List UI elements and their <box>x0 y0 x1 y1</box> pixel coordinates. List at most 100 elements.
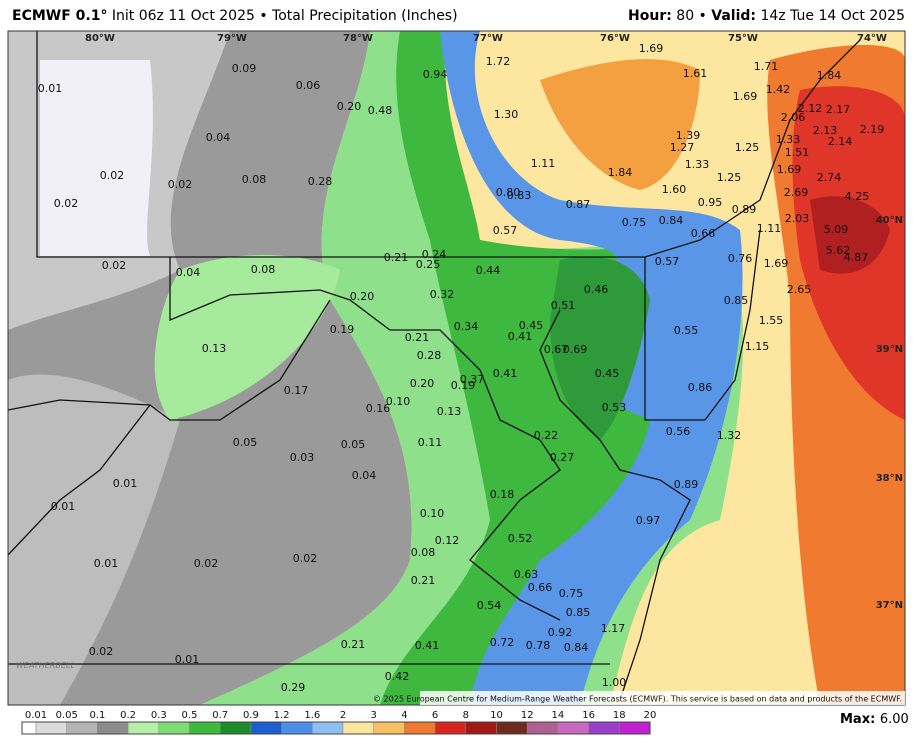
point-label: 2.12 <box>798 102 823 115</box>
colorbar-swatch <box>619 721 651 735</box>
point-label: 0.22 <box>534 429 559 442</box>
point-label: 0.87 <box>566 198 591 211</box>
colorbar-label: 1.6 <box>304 710 320 721</box>
point-label: 0.28 <box>417 349 442 362</box>
colorbar-swatch <box>189 721 221 735</box>
header-right: Hour: 80 • Valid: 14z Tue 14 Oct 2025 <box>628 8 905 24</box>
valid-label: Valid: <box>711 8 756 24</box>
point-label: 1.33 <box>685 158 710 171</box>
point-label: 0.28 <box>308 175 333 188</box>
header-left: ECMWF 0.1° Init 06z 11 Oct 2025 • Total … <box>12 8 458 24</box>
point-label: 0.13 <box>202 342 227 355</box>
colorbar-swatch <box>21 721 37 735</box>
colorbar-swatch <box>496 721 528 735</box>
colorbar-swatch <box>312 721 344 735</box>
point-label: 0.53 <box>602 401 627 414</box>
point-label: 0.48 <box>368 104 393 117</box>
point-label: 1.25 <box>735 141 760 154</box>
credit: © 2025 European Centre for Medium-Range … <box>373 695 902 704</box>
point-label: 4.25 <box>845 190 870 203</box>
point-label: 0.89 <box>732 203 757 216</box>
point-label: 0.78 <box>526 639 551 652</box>
colorbar-label: 0.7 <box>212 710 228 721</box>
longitude-label: 75°W <box>728 33 758 44</box>
colorbar: 0.01 0.05 0.1 0.2 0.3 0.5 0.7 0.9 1.2 1.6 2 3 4 6 8 10 1… <box>21 710 657 735</box>
point-label: 0.02 <box>100 169 125 182</box>
colorbar-swatch <box>281 721 313 735</box>
point-label: 1.60 <box>662 183 687 196</box>
colorbar-label: 0.5 <box>182 710 198 721</box>
colorbar-swatch <box>373 721 405 735</box>
point-label: 0.75 <box>622 216 647 229</box>
point-label: 0.10 <box>420 507 445 520</box>
point-label: 0.09 <box>232 62 257 75</box>
point-label: 0.69 <box>563 343 588 356</box>
point-label: 0.17 <box>284 384 309 397</box>
colorbar-swatch <box>158 721 190 735</box>
point-label: 0.01 <box>51 500 76 513</box>
latitude-label: 39°N <box>876 344 903 355</box>
point-label: 1.72 <box>486 55 511 68</box>
point-label: 1.61 <box>683 67 708 80</box>
colorbar-label: 12 <box>521 710 534 721</box>
point-label: 0.95 <box>698 196 723 209</box>
point-label: 0.46 <box>584 283 609 296</box>
point-label: 4.87 <box>844 251 869 264</box>
point-label: 0.21 <box>341 638 366 651</box>
point-label: 0.32 <box>430 288 455 301</box>
point-label: 0.54 <box>477 599 502 612</box>
point-label: 0.83 <box>507 189 532 202</box>
point-label: 1.11 <box>531 157 556 170</box>
point-label: 0.04 <box>206 131 231 144</box>
colorbar-label: 0.9 <box>243 710 259 721</box>
point-label: 0.02 <box>194 557 219 570</box>
point-label: 1.69 <box>777 163 802 176</box>
colorbar-swatch <box>219 721 252 735</box>
point-label: 0.57 <box>655 255 680 268</box>
point-label: 1.32 <box>717 429 742 442</box>
point-label: 0.13 <box>437 405 462 418</box>
point-label: 0.94 <box>423 68 448 81</box>
point-label: 0.02 <box>293 552 318 565</box>
colorbar-swatch <box>66 721 98 735</box>
point-label: 0.10 <box>386 395 411 408</box>
point-label: 0.25 <box>416 258 441 271</box>
max-label: Max: <box>840 712 875 727</box>
point-label: 0.01 <box>38 82 63 95</box>
point-label: 2.03 <box>785 212 810 225</box>
point-label: 0.06 <box>296 79 321 92</box>
colorbar-swatch <box>250 721 282 735</box>
point-label: 0.05 <box>341 438 366 451</box>
point-label: 1.00 <box>602 676 627 689</box>
colorbar-swatch <box>557 721 589 735</box>
point-label: 0.16 <box>366 402 391 415</box>
point-label: 1.69 <box>764 257 789 270</box>
point-label: 0.51 <box>551 299 576 312</box>
colorbar-label: 4 <box>401 710 407 721</box>
point-label: 0.92 <box>548 626 573 639</box>
colorbar-frame <box>21 721 651 735</box>
colorbar-label: 20 <box>644 710 657 721</box>
colorbar-label: 10 <box>490 710 503 721</box>
point-label: 1.71 <box>754 60 779 73</box>
point-label: 0.42 <box>385 670 410 683</box>
colorbar-swatch <box>434 721 467 735</box>
point-label: 0.44 <box>476 264 501 277</box>
point-label: 0.66 <box>691 227 716 240</box>
colorbar-label: 0.2 <box>120 710 136 721</box>
point-label: 1.17 <box>601 622 626 635</box>
point-label: 0.55 <box>674 324 699 337</box>
point-label: 5.62 <box>826 244 851 257</box>
colorbar-swatch <box>404 721 436 735</box>
point-label: 0.02 <box>102 259 127 272</box>
point-label: 0.08 <box>411 546 436 559</box>
colorbar-swatch <box>526 721 559 735</box>
colorbar-swatch <box>97 721 129 735</box>
point-label: 2.17 <box>826 103 851 116</box>
colorbar-label: 0.3 <box>151 710 167 721</box>
point-label: 0.86 <box>688 381 713 394</box>
colorbar-label: 0.05 <box>56 710 78 721</box>
point-label: 0.19 <box>330 323 355 336</box>
point-label: 0.20 <box>350 290 375 303</box>
